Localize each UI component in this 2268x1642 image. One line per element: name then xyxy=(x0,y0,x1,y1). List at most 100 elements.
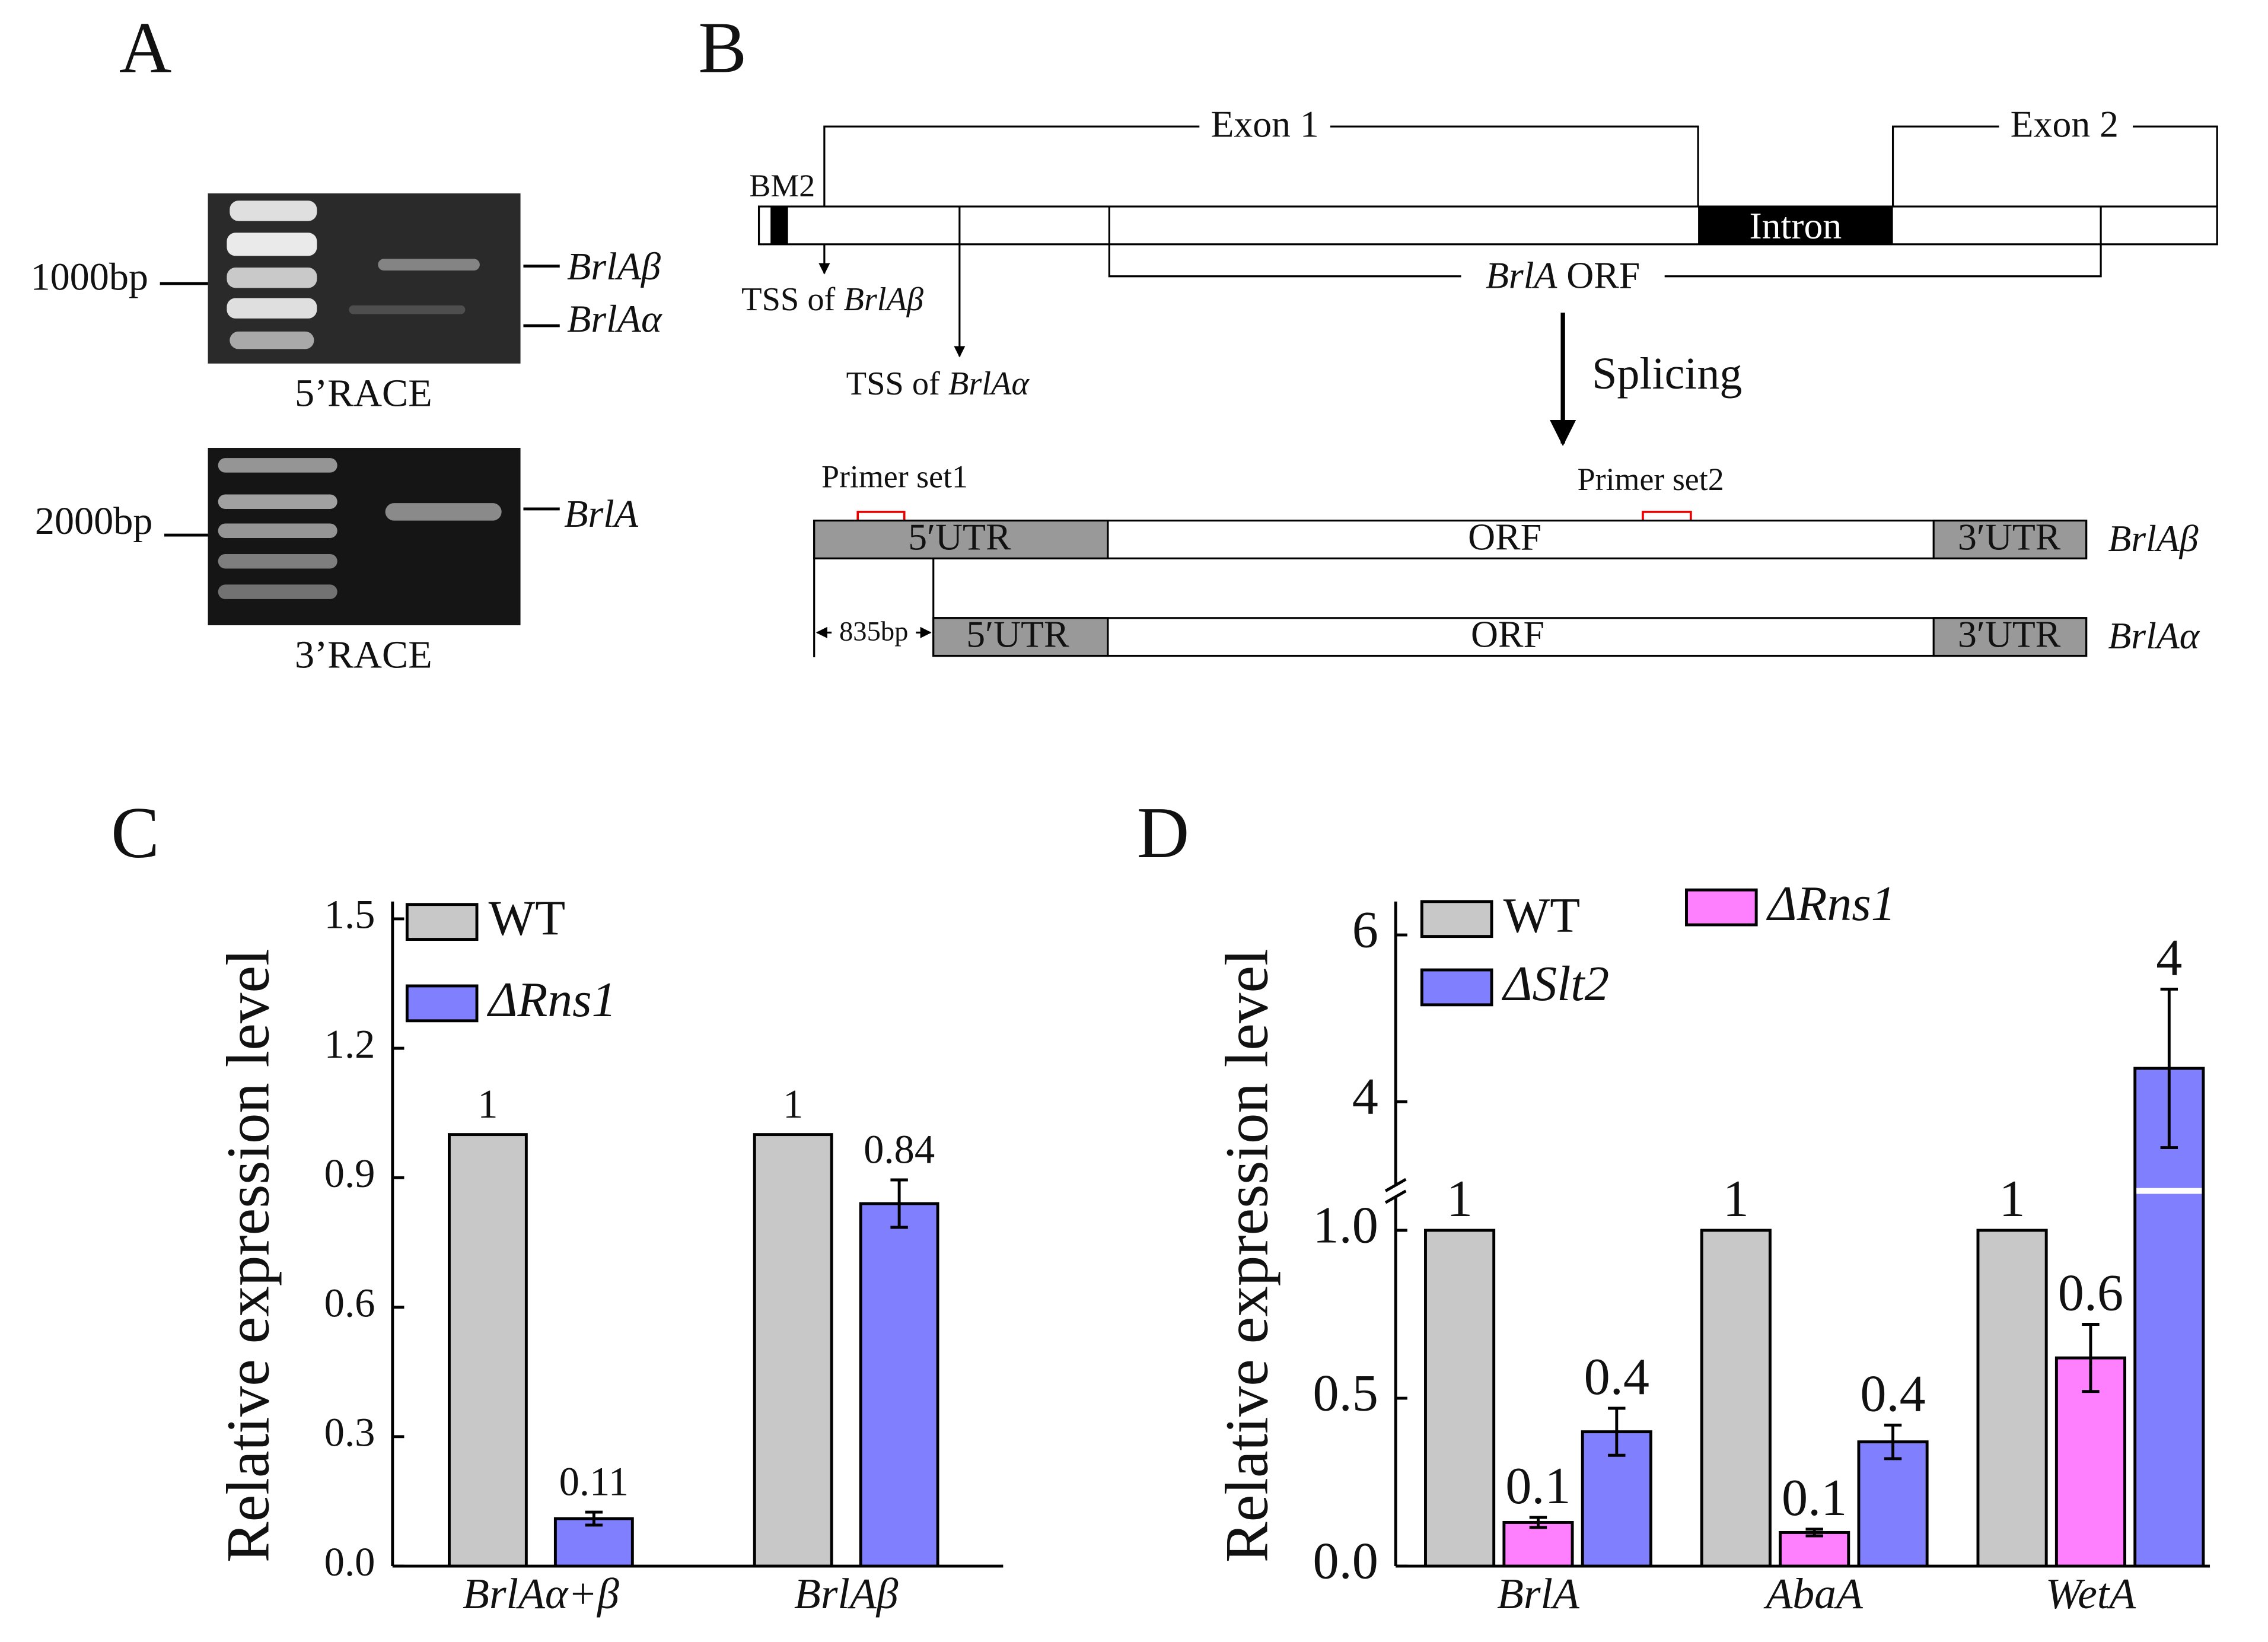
value-label: 1 xyxy=(1447,1170,1473,1228)
y-tick-label: 0.5 xyxy=(1313,1364,1378,1422)
bar xyxy=(1857,1440,1929,1568)
x-tick-label: BrlA xyxy=(1497,1569,1580,1618)
transcript-name: BrlAα xyxy=(2108,615,2200,657)
bar xyxy=(1424,1229,1496,1568)
y-tick-label: 0.0 xyxy=(324,1539,375,1584)
value-label: 1 xyxy=(783,1081,803,1127)
bar xyxy=(1779,1530,1850,1568)
bar xyxy=(1700,1229,1772,1568)
bar xyxy=(859,1202,939,1568)
value-label: 1 xyxy=(1723,1170,1749,1228)
bar xyxy=(447,1133,528,1568)
band-label: BrlAα xyxy=(567,297,662,341)
legend-label: ΔRns1 xyxy=(1766,877,1896,931)
value-label: 0.11 xyxy=(559,1459,629,1504)
bm2-box xyxy=(770,206,788,244)
tss-text: TSS of xyxy=(741,281,843,318)
legend-label: WT xyxy=(1503,889,1581,943)
x-tick-label: AbaA xyxy=(1763,1569,1864,1618)
band xyxy=(385,503,502,521)
band-label: BrlA xyxy=(564,492,639,536)
x-tick-label: WetA xyxy=(2046,1569,2137,1618)
band-label: BrlAβ xyxy=(567,245,661,288)
size-marker: 2000bp xyxy=(35,499,153,543)
tss-text: TSS of xyxy=(846,365,948,402)
y-tick-label: 0.9 xyxy=(324,1151,375,1196)
axis-break xyxy=(1384,1178,1407,1192)
legend-label: WT xyxy=(489,892,566,946)
legend-swatch xyxy=(1420,968,1493,1007)
y-tick-label: 1.5 xyxy=(324,892,375,937)
panel-b: B Exon 1 Exon 2 Intron BM2 TSS of BrlAβ … xyxy=(698,7,2218,657)
tss-gene: BrlAα xyxy=(948,365,1030,402)
y-tick-label: 0.6 xyxy=(324,1280,375,1325)
y-tick-label: 0.0 xyxy=(1313,1532,1378,1590)
value-label: 0.4 xyxy=(1584,1348,1649,1406)
exon-label: Exon 1 xyxy=(1211,103,1318,145)
x-tick-label: BrlAβ xyxy=(794,1569,899,1618)
bar xyxy=(1502,1521,1574,1568)
panel-label: A xyxy=(119,7,172,88)
size-marker: 1000bp xyxy=(31,255,149,298)
legend-label: ΔSlt2 xyxy=(1502,957,1610,1011)
utr-label: 5′UTR xyxy=(908,516,1011,558)
legend-swatch xyxy=(405,984,479,1023)
y-tick-label: 1.2 xyxy=(324,1022,375,1067)
break-gap xyxy=(2136,1188,2202,1194)
y-tick-label: 6 xyxy=(1352,900,1378,959)
gel-caption: 3’RACE xyxy=(295,634,432,677)
value-label: 4 xyxy=(2156,929,2182,987)
offset-label: 835bp xyxy=(839,616,908,647)
utr-label: 3′UTR xyxy=(1958,613,2061,655)
y-tick-label: 1.0 xyxy=(1313,1196,1378,1254)
panel-label: D xyxy=(1137,793,1190,873)
orf-gene: BrlA xyxy=(1486,254,1557,296)
orf-label: ORF xyxy=(1468,516,1541,558)
value-label: 0.1 xyxy=(1505,1457,1571,1515)
panel-label: C xyxy=(111,793,160,873)
ladder xyxy=(227,201,317,349)
tss-label: TSS of BrlAα xyxy=(846,365,1030,402)
legend-swatch xyxy=(1420,900,1493,938)
bar xyxy=(2133,1067,2205,1568)
intron-box xyxy=(1698,206,1893,244)
value-label: 1 xyxy=(477,1081,498,1127)
y-tick-label: 0.3 xyxy=(324,1410,375,1455)
splicing-label: Splicing xyxy=(1592,349,1742,399)
value-label: 0.84 xyxy=(864,1127,935,1172)
orf-label: ORF xyxy=(1471,613,1544,655)
legend-label: ΔRns1 xyxy=(487,973,617,1027)
value-label: 0.4 xyxy=(1860,1364,1925,1423)
band xyxy=(349,305,466,314)
panel-label: B xyxy=(698,7,747,88)
legend-swatch xyxy=(405,903,479,941)
transcript-name: BrlAβ xyxy=(2108,517,2198,559)
utr-label: 5′UTR xyxy=(966,613,1069,655)
utr-label: 3′UTR xyxy=(1958,516,2061,558)
ladder xyxy=(218,458,337,599)
legend-swatch xyxy=(1685,888,1758,927)
y-axis-label: Relative expression level xyxy=(1213,949,1281,1563)
value-label: 1 xyxy=(1999,1170,2025,1228)
axis-break xyxy=(1384,1189,1407,1204)
bar xyxy=(753,1133,833,1568)
primer-label: Primer set2 xyxy=(1578,462,1724,497)
bm2-label: BM2 xyxy=(749,168,815,203)
intron-label: Intron xyxy=(1749,205,1842,247)
band xyxy=(378,259,480,271)
bar xyxy=(1976,1229,2048,1568)
gene xyxy=(757,205,2218,246)
y-axis-label: Relative expression level xyxy=(215,949,282,1563)
panel-a: A 1000bp BrlAβ BrlAα 5’RACE 2000bp xyxy=(31,7,662,676)
exon-label: Exon 2 xyxy=(2011,103,2119,145)
gel-caption: 5’RACE xyxy=(295,371,432,415)
tss-gene: BrlAβ xyxy=(843,281,923,318)
orf-text: ORF xyxy=(1557,254,1640,296)
x-tick-label: BrlAα+β xyxy=(463,1569,619,1618)
tss-label: TSS of BrlAβ xyxy=(741,281,923,318)
value-label: 0.6 xyxy=(2058,1264,2123,1322)
orf-label: BrlA ORF xyxy=(1486,254,1640,296)
y-tick-label: 4 xyxy=(1352,1067,1378,1125)
primer-label: Primer set1 xyxy=(821,459,968,494)
